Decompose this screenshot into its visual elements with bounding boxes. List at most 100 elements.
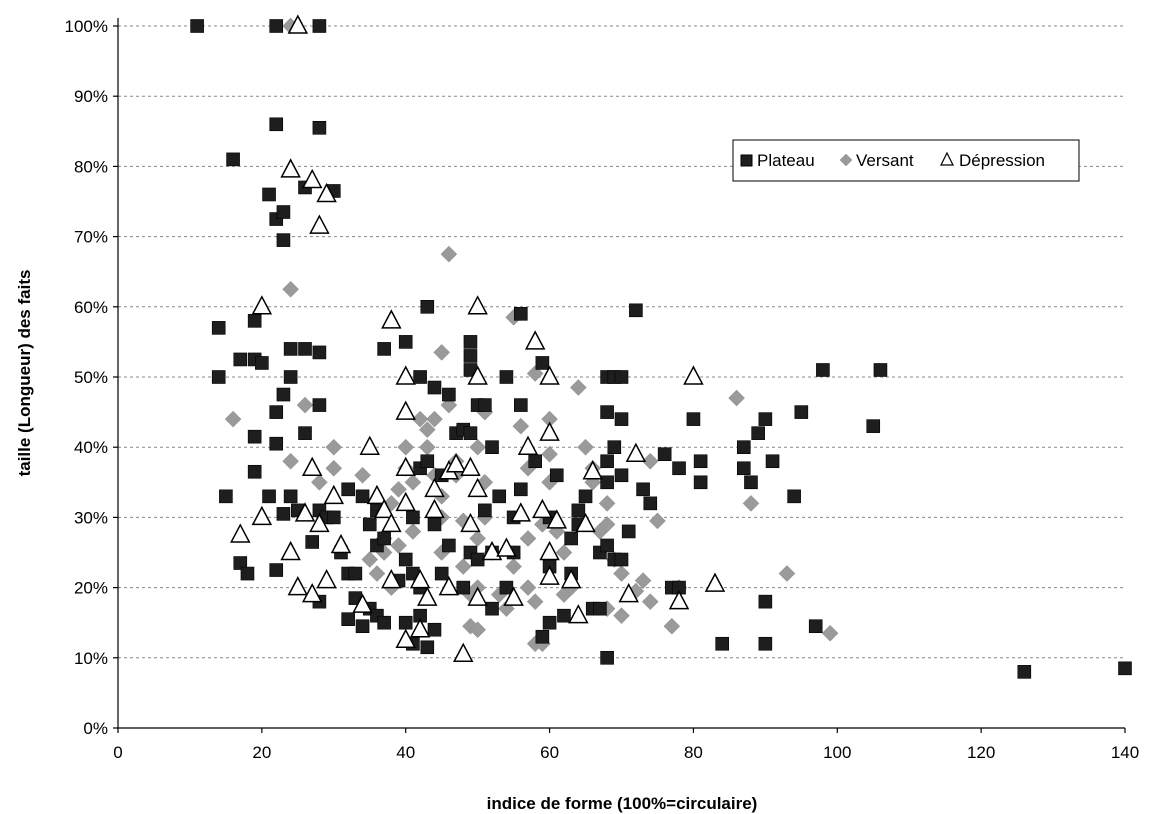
versant-point xyxy=(649,512,666,530)
versant-point xyxy=(454,558,472,575)
depression-point xyxy=(352,593,373,613)
versant-point xyxy=(613,607,630,625)
plateau-point xyxy=(621,524,636,539)
plateau-point xyxy=(643,496,658,511)
plateau-point xyxy=(693,475,708,490)
x-tick-label: 140 xyxy=(1111,743,1139,762)
depression-point xyxy=(287,14,309,34)
versant-point xyxy=(469,530,486,547)
plateau-point xyxy=(672,461,686,476)
depression-point xyxy=(395,365,416,385)
y-tick-label: 100% xyxy=(65,17,108,36)
versant-point xyxy=(541,445,558,463)
depression-point xyxy=(409,568,431,589)
versant-point xyxy=(778,565,796,582)
plateau-point xyxy=(283,370,298,384)
x-axis-title: indice de forme (100%=circulaire) xyxy=(487,794,758,813)
plateau-point xyxy=(355,619,370,634)
depression-point xyxy=(294,502,316,522)
plateau-point xyxy=(413,370,427,384)
plateau-point xyxy=(427,622,442,637)
plateau-point xyxy=(607,440,622,455)
plateau-point xyxy=(276,205,291,219)
plateau-point xyxy=(657,447,672,462)
legend-depression-label: Dépression xyxy=(959,151,1045,170)
plateau-point xyxy=(420,640,435,655)
depression-point xyxy=(409,618,431,638)
versant-point xyxy=(325,438,343,456)
plateau-point xyxy=(600,454,614,469)
depression-point xyxy=(560,568,582,589)
versant-point xyxy=(397,438,415,456)
plateau-point xyxy=(751,426,765,440)
plateau-point xyxy=(1017,665,1032,679)
series-triangle xyxy=(230,14,726,663)
plateau-point xyxy=(578,489,593,504)
plateau-point xyxy=(355,489,370,504)
y-tick-label: 10% xyxy=(74,649,108,668)
y-tick-label: 30% xyxy=(74,508,108,527)
versant-point xyxy=(519,530,537,547)
plateau-point xyxy=(564,531,578,546)
plateau-point xyxy=(600,405,614,419)
versant-point xyxy=(325,459,343,477)
plateau-point xyxy=(312,120,327,135)
plateau-point xyxy=(420,454,435,469)
plateau-point xyxy=(312,398,327,412)
plateau-point xyxy=(226,152,240,167)
x-tick-label: 0 xyxy=(113,743,122,762)
depression-point xyxy=(481,540,503,561)
x-tick-label: 60 xyxy=(540,743,559,762)
plateau-point xyxy=(499,580,514,595)
versant-point xyxy=(526,593,544,610)
plateau-point xyxy=(420,299,435,314)
plateau-point xyxy=(247,464,262,479)
data-points xyxy=(190,14,1132,679)
y-tick-label: 0% xyxy=(83,719,108,738)
plateau-point xyxy=(406,510,420,525)
plateau-point xyxy=(276,233,291,247)
plateau-point xyxy=(276,507,291,521)
plateau-point xyxy=(377,615,391,630)
plateau-point xyxy=(794,405,809,419)
depression-point xyxy=(301,168,323,189)
plateau-point xyxy=(600,538,614,553)
depression-point xyxy=(395,456,416,477)
tick-labels: 0% 10% 20% 30% 40% 50% 60% 70% 80% 90% 100% 0 20 40 60… xyxy=(65,17,1140,762)
series-diamond xyxy=(224,17,839,653)
legend-plateau-label: Plateau xyxy=(757,151,815,170)
plateau-point xyxy=(456,580,471,595)
plateau-point xyxy=(326,510,341,525)
plateau-point xyxy=(348,566,363,581)
plateau-point xyxy=(808,619,823,634)
plateau-point xyxy=(744,475,758,490)
plateau-point xyxy=(614,468,629,483)
axes xyxy=(117,18,1125,729)
versant-point xyxy=(634,572,652,589)
depression-point xyxy=(546,509,568,529)
plateau-point xyxy=(341,612,355,626)
depression-point xyxy=(424,498,445,519)
versant-point xyxy=(598,495,616,512)
plateau-point xyxy=(377,342,391,356)
plateau-point xyxy=(233,352,248,367)
plateau-point xyxy=(269,563,284,577)
plateau-point xyxy=(190,19,204,33)
plateau-point xyxy=(535,629,550,644)
plateau-point xyxy=(787,489,801,504)
plateau-point xyxy=(442,538,456,553)
plateau-point xyxy=(247,314,262,328)
plateau-point xyxy=(442,387,456,402)
versant-point xyxy=(613,565,630,582)
versant-point xyxy=(498,600,515,618)
depression-point xyxy=(316,182,337,203)
versant-point xyxy=(311,473,328,491)
plateau-point xyxy=(693,454,708,469)
plateau-point xyxy=(686,412,701,426)
plateau-point xyxy=(478,398,492,412)
versant-point xyxy=(404,473,422,491)
depression-point xyxy=(503,586,524,606)
plateau-point xyxy=(269,19,284,33)
y-tick-label: 50% xyxy=(74,368,108,387)
versant-point xyxy=(426,410,443,428)
